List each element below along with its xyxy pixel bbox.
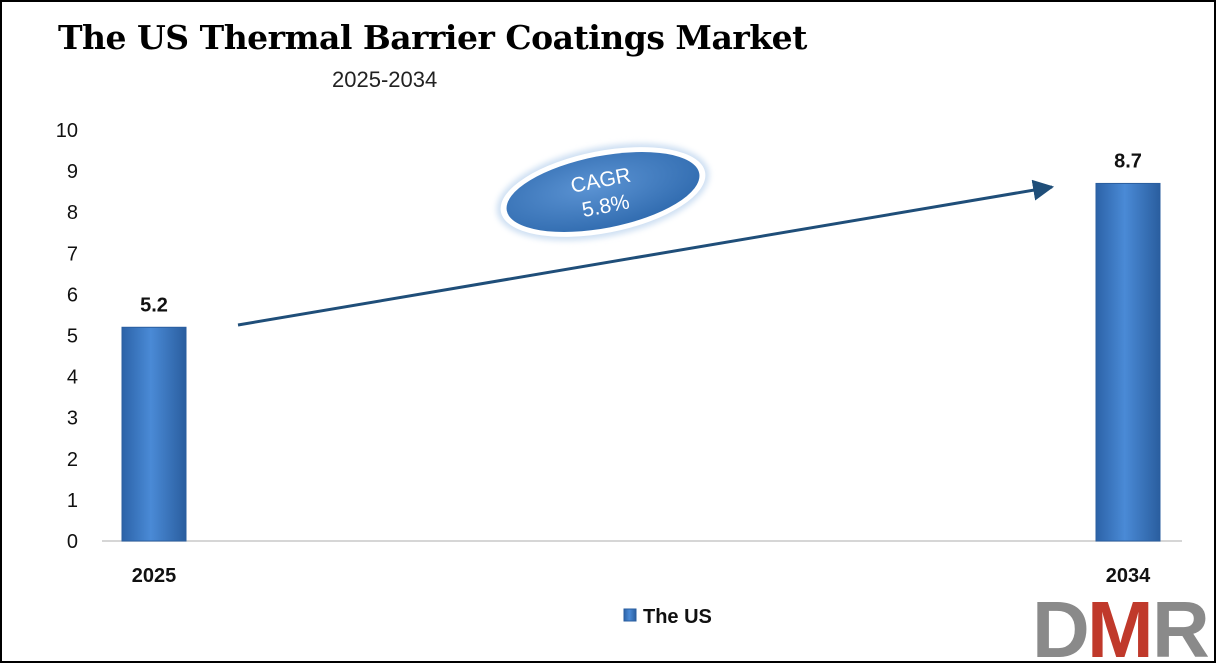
- data-label-2025: 5.2: [140, 294, 168, 316]
- y-tick-label: 2: [67, 449, 78, 471]
- y-tick-label: 7: [67, 243, 78, 265]
- data-label-2034: 8.7: [1114, 150, 1142, 172]
- trend-arrow: [237, 179, 1055, 327]
- y-tick-label: 5: [67, 326, 78, 348]
- logo-letter-m: M: [1087, 585, 1154, 661]
- y-tick-label: 0: [67, 531, 78, 553]
- y-tick-label: 6: [67, 284, 78, 306]
- y-tick-label: 9: [67, 161, 78, 183]
- bars: [121, 182, 1161, 542]
- legend-label: The US: [643, 606, 712, 628]
- dmr-logo: D M R: [1032, 585, 1210, 661]
- y-tick-label: 4: [67, 367, 78, 389]
- chart-subtitle: 2025-2034: [332, 67, 438, 92]
- y-tick-label: 10: [56, 120, 78, 142]
- legend-swatch: [623, 608, 637, 622]
- x-tick-label-2034: 2034: [1106, 565, 1151, 587]
- logo-letter-d: D: [1032, 585, 1090, 661]
- y-axis: 0 1 2 3 4 5 6 7 8 9 10: [56, 120, 78, 553]
- y-tick-label: 1: [67, 490, 78, 512]
- y-tick-label: 8: [67, 202, 78, 224]
- x-tick-label-2025: 2025: [132, 565, 177, 587]
- data-labels: 5.2 8.7: [140, 150, 1142, 316]
- cagr-badge: CAGR 5.8%: [496, 143, 710, 241]
- y-tick-label: 3: [67, 408, 78, 430]
- category-labels: 2025 2034: [132, 565, 1151, 587]
- bar-2025: [121, 326, 187, 542]
- bar-2034: [1095, 182, 1161, 542]
- logo-letter-r: R: [1152, 585, 1210, 661]
- chart-title: The US Thermal Barrier Coatings Market: [58, 18, 807, 57]
- legend: The US: [623, 606, 712, 628]
